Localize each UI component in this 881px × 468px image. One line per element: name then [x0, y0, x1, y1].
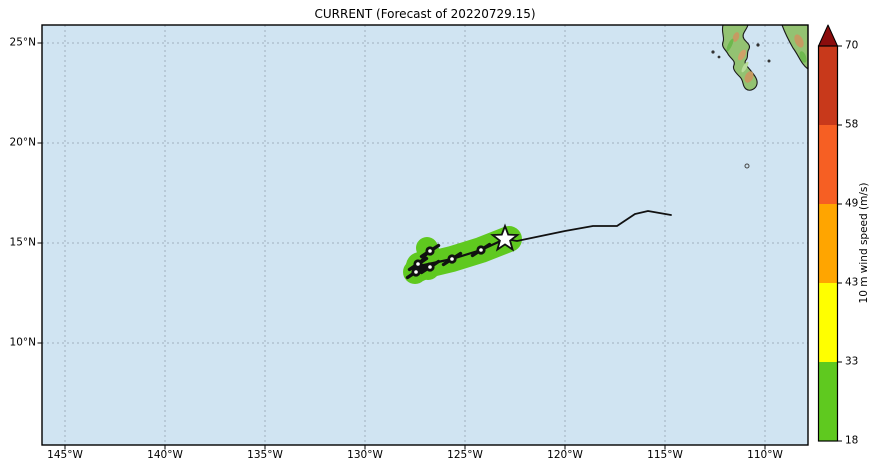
cyclone-marker-icon	[441, 251, 463, 267]
current-position-star-icon	[490, 223, 520, 252]
colorbar	[817, 24, 842, 442]
map-features-layer	[37, 24, 809, 450]
ocean	[42, 25, 808, 445]
x-tick-label: 135°W	[247, 449, 283, 461]
colorbar-outline	[817, 45, 839, 442]
x-tick-label: 130°W	[347, 449, 383, 461]
small-islands	[711, 43, 771, 63]
plot-title: CURRENT (Forecast of 20220729.15)	[314, 7, 536, 21]
colorbar-tick-label: 43	[845, 276, 859, 289]
colorbar-segment	[818, 283, 838, 362]
colorbar-axis-label: 10 m wind speed (m/s)	[858, 182, 870, 304]
map-canvas	[37, 24, 809, 450]
colorbar-tick-label: 18	[845, 434, 859, 447]
colorbar-segment	[818, 125, 838, 204]
colorbar-tick-label: 49	[845, 197, 859, 210]
x-tick-label: 120°W	[547, 449, 583, 461]
colorbar-tick-label: 58	[845, 118, 859, 131]
colorbar-tick-label: 33	[845, 355, 859, 368]
x-tick-label: 115°W	[647, 449, 683, 461]
colorbar-segment	[818, 362, 838, 441]
cyclone-marker-icon	[419, 259, 441, 275]
island-speck	[744, 163, 750, 169]
past-track-line	[504, 210, 672, 242]
x-tick-label: 145°W	[47, 449, 83, 461]
x-tick-label: 140°W	[147, 449, 183, 461]
colorbar-segment	[818, 204, 838, 283]
y-tick-label: 10°N	[9, 336, 36, 349]
plot-border	[41, 24, 809, 446]
terrain-patches	[726, 32, 807, 83]
x-tick-label: 125°W	[447, 449, 483, 461]
landmass-layer	[711, 24, 809, 169]
y-tick-label: 25°N	[9, 36, 36, 49]
colorbar-over-arrow	[818, 24, 838, 47]
map-background-layer	[42, 25, 808, 445]
cyclone-marker-icon	[470, 242, 492, 258]
cyclone-marker-icon	[407, 256, 429, 272]
colorbar-tick-label: 70	[845, 39, 859, 52]
cyclone-marker-icon	[405, 264, 427, 280]
y-tick-label: 20°N	[9, 136, 36, 149]
y-tick-label: 15°N	[9, 236, 36, 249]
colorbar-segment	[818, 46, 838, 125]
cyclone-marker-icon	[419, 243, 441, 259]
x-tick-label: 110°W	[747, 449, 783, 461]
